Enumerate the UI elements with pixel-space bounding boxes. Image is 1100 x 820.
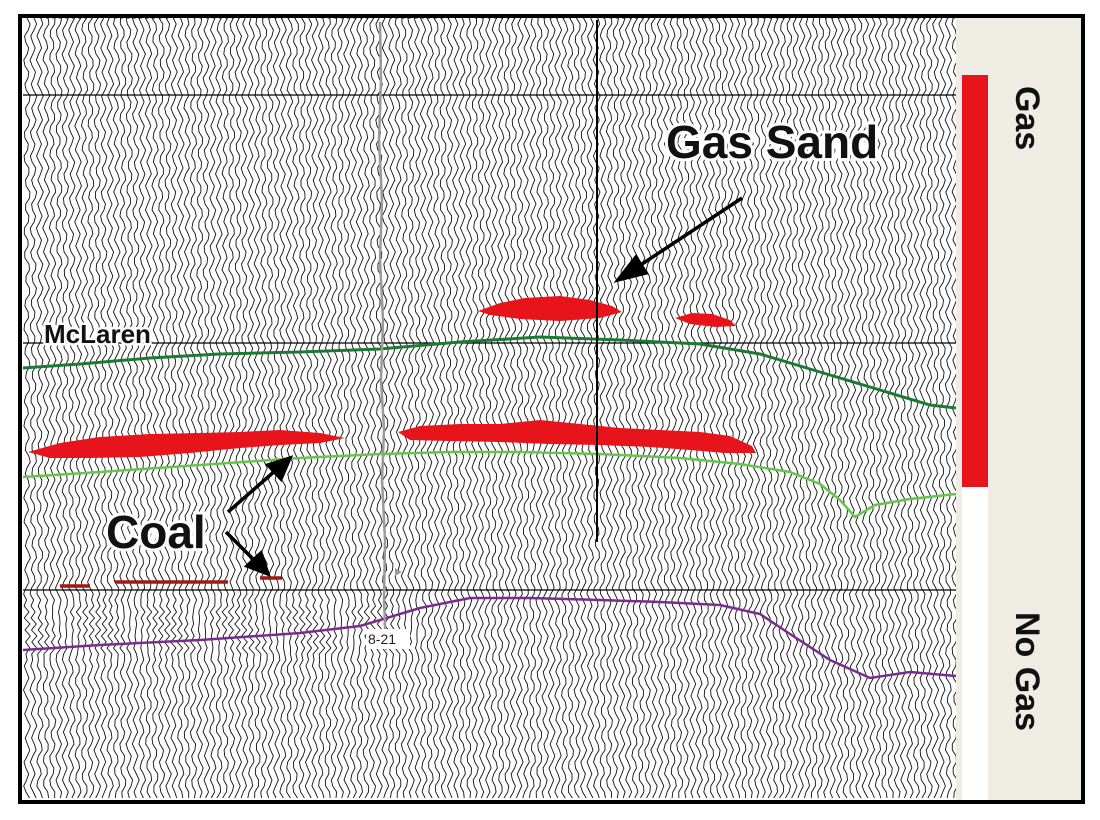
gas-scale-label: Gas xyxy=(1008,86,1046,150)
coal-arrow-down-head xyxy=(243,549,271,577)
figure-border xyxy=(18,14,1085,804)
well-label-box xyxy=(366,629,410,649)
amplitude-anomalies xyxy=(28,296,756,458)
coal-arrow-up-head xyxy=(264,455,294,483)
mclaren-label: McLaren xyxy=(44,319,151,349)
lower-horizon xyxy=(23,450,956,519)
scale-no-gas-bar xyxy=(962,487,988,800)
wiggle-trace-set xyxy=(23,18,956,799)
gas-sand-anomaly-east xyxy=(675,313,736,327)
gas-sand-anomaly xyxy=(478,296,622,321)
mclaren-horizon xyxy=(23,335,956,410)
coal-arrow-down xyxy=(224,530,258,564)
well-track-marker xyxy=(395,568,402,576)
timing-lines xyxy=(23,94,956,591)
coal-label: Coal xyxy=(106,506,206,558)
coal-traces xyxy=(60,576,282,588)
gas-sand-label: Gas Sand xyxy=(666,116,878,168)
well-label: 8-21 xyxy=(368,631,396,647)
seismic-traces xyxy=(23,18,956,799)
annotation-arrows xyxy=(224,196,743,577)
purple-horizon xyxy=(23,596,956,680)
gas-sand-arrow xyxy=(635,196,743,270)
coal-anomaly-central xyxy=(398,420,756,453)
coal-anomaly-west xyxy=(28,430,345,458)
well-track xyxy=(377,21,388,651)
coal-arrow-up xyxy=(226,468,278,514)
scale-gas-bar xyxy=(962,75,988,487)
no-gas-scale-label: No Gas xyxy=(1008,612,1046,731)
gas-sand-arrowhead xyxy=(613,253,649,283)
